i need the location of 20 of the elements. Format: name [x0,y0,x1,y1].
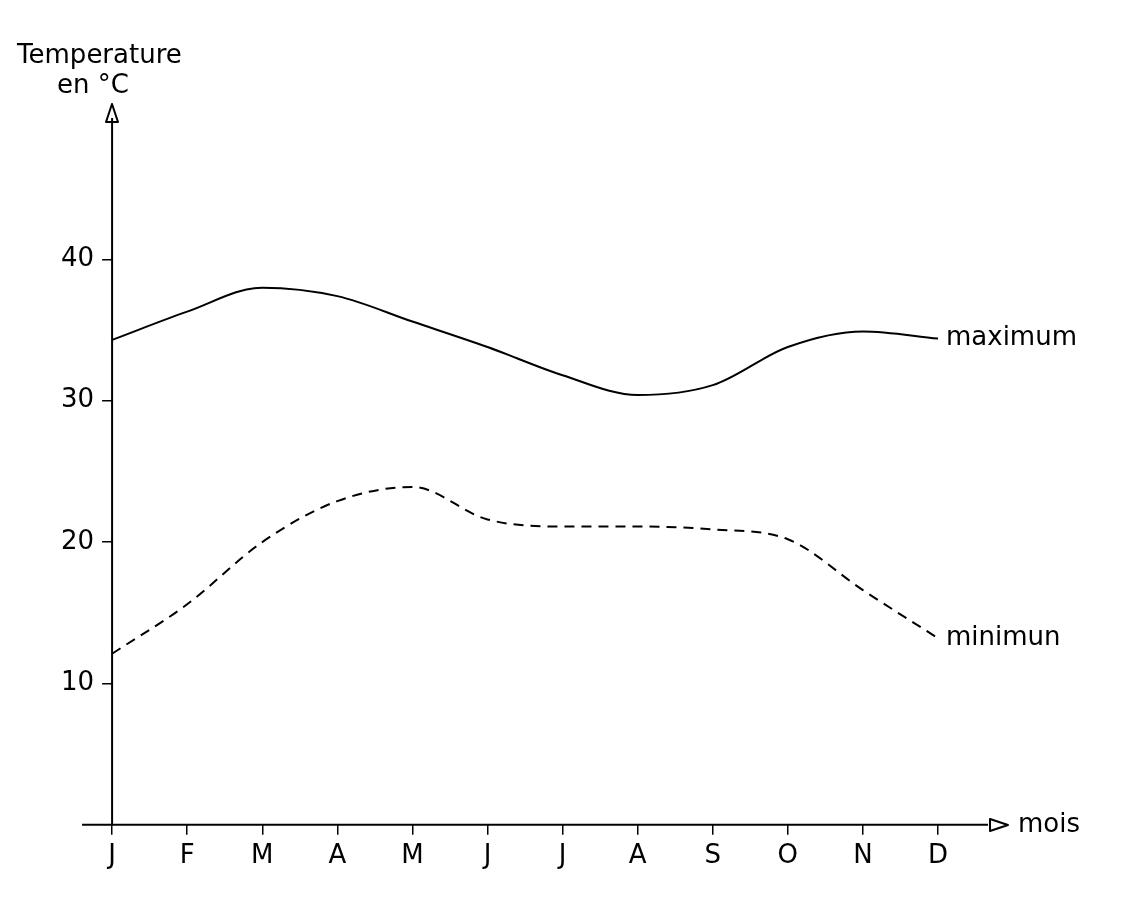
y-axis-title: Temperature en °C [16,38,182,99]
y-tick-label: 40 [60,242,95,273]
x-tick-label: F [179,839,195,870]
y-tick-label: 10 [60,666,95,697]
x-tick-label: S [704,839,722,870]
x-tick-label: J [106,839,116,870]
x-tick-label: J [481,839,492,870]
x-tick-label: M [251,839,274,870]
x-tick-label: D [927,839,949,870]
x-tick-label: O [777,839,799,870]
x-tick-label: M [401,839,424,870]
y-tick-label: 20 [60,524,95,555]
series-label: maximum [946,321,1078,352]
y-tick-label: 30 [60,383,95,414]
x-tick-label: A [328,839,347,870]
x-tick-label: J [556,839,567,870]
x-tick-label: A [628,839,647,870]
x-axis-title: mois [1018,807,1081,838]
series-label: minimun [946,620,1061,651]
x-tick-label: N [853,839,873,870]
